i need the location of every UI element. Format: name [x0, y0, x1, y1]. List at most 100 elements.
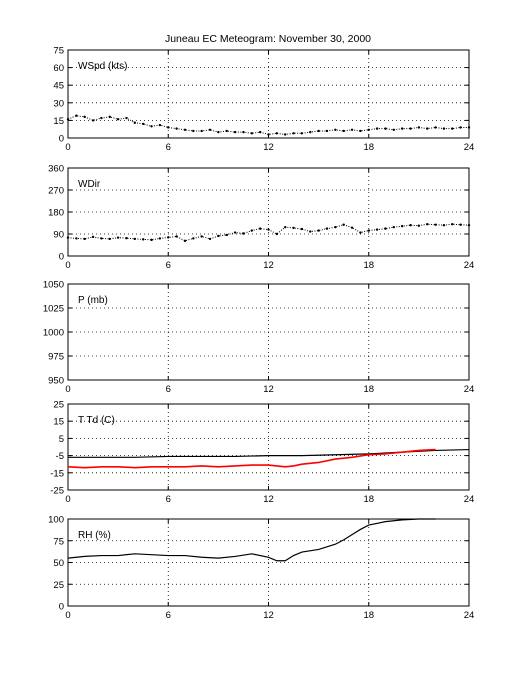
data-point: [434, 126, 437, 129]
y-tick-label: 25: [53, 400, 64, 411]
data-point: [300, 132, 304, 135]
data-point: [167, 236, 170, 239]
data-point: [367, 128, 370, 131]
y-tick-label: 0: [59, 134, 64, 145]
data-point: [367, 229, 370, 232]
x-tick-label: 18: [363, 260, 374, 271]
series-trace: [67, 223, 470, 242]
y-tick-label: 45: [53, 81, 64, 92]
y-tick-label: 950: [48, 376, 64, 387]
data-point: [459, 223, 462, 226]
data-point: [359, 129, 362, 133]
data-point: [317, 129, 320, 133]
panel-label: P (mb): [78, 295, 108, 306]
data-point: [317, 229, 320, 232]
panel-label: T Td (C): [78, 415, 115, 426]
x-tick-label: 18: [363, 142, 374, 153]
data-point: [183, 128, 187, 131]
y-tick-label: 60: [53, 63, 64, 74]
x-tick-label: 24: [464, 260, 475, 271]
panel-label: WSpd (kts): [78, 61, 127, 72]
x-tick-label: 6: [166, 610, 171, 621]
series-trace: [67, 115, 469, 135]
x-tick-label: 6: [166, 384, 171, 395]
x-tick-label: 12: [263, 260, 274, 271]
data-point: [275, 132, 279, 135]
data-point: [225, 129, 228, 133]
data-point: [250, 132, 253, 135]
x-tick-label: 12: [263, 384, 274, 395]
data-point: [392, 225, 396, 229]
y-tick-label: 100: [48, 515, 64, 526]
chart-title: Juneau EC Meteogram: November 30, 2000: [165, 33, 371, 45]
data-point: [150, 238, 153, 242]
data-point: [125, 236, 128, 240]
x-tick-label: 6: [166, 260, 171, 271]
y-tick-label: -5: [56, 451, 64, 462]
data-point: [392, 128, 396, 131]
y-tick-label: 975: [48, 352, 64, 363]
x-tick-label: 0: [65, 260, 70, 271]
data-point: [426, 127, 429, 130]
data-point: [409, 127, 412, 130]
data-point: [451, 223, 454, 226]
panel-3: 0 6 12 18 24 950 975 1000 1025 1050 P (mb): [43, 280, 474, 396]
y-tick-label: 1025: [43, 304, 64, 315]
series-line: [67, 448, 436, 469]
y-tick-label: 0: [59, 602, 64, 613]
data-point: [451, 127, 454, 130]
data-point: [208, 128, 212, 131]
data-point: [150, 125, 153, 128]
data-point: [192, 129, 195, 133]
y-tick-label: 75: [53, 536, 64, 547]
panel-label: RH (%): [78, 530, 111, 541]
x-tick-label: 18: [363, 610, 374, 621]
data-point: [342, 129, 345, 133]
panel-1: 0 6 12 18 24 0 15 30 45 60 75 WSpd (kts): [53, 46, 474, 154]
x-tick-label: 0: [65, 610, 70, 621]
x-tick-label: 24: [464, 610, 475, 621]
data-point: [233, 130, 237, 134]
y-tick-label: 25: [53, 580, 64, 591]
y-tick-label: 30: [53, 98, 64, 109]
data-point: [384, 227, 387, 230]
data-point: [409, 224, 412, 227]
x-tick-label: 12: [263, 142, 274, 153]
y-tick-label: 90: [53, 230, 64, 241]
y-tick-label: 75: [53, 46, 64, 57]
x-tick-label: 24: [464, 384, 475, 395]
data-point: [133, 237, 137, 241]
x-tick-label: 6: [166, 142, 171, 153]
y-tick-label: -25: [50, 486, 64, 497]
x-tick-label: 0: [65, 142, 70, 153]
x-tick-label: 12: [263, 494, 274, 505]
x-tick-label: 6: [166, 494, 171, 505]
panel-5: 0 6 12 18 24 0 25 50 75 100 RH (%): [48, 515, 474, 622]
x-tick-label: 0: [65, 494, 70, 505]
x-tick-label: 0: [65, 384, 70, 395]
data-point: [434, 223, 437, 226]
data-point: [384, 127, 387, 130]
data-point: [292, 226, 295, 230]
y-tick-label: 15: [53, 116, 64, 127]
x-tick-label: 18: [363, 384, 374, 395]
data-point: [459, 126, 462, 129]
y-tick-label: -15: [50, 468, 64, 479]
y-tick-label: 50: [53, 558, 64, 569]
data-point: [167, 126, 170, 129]
x-tick-label: 12: [263, 610, 274, 621]
data-point: [141, 122, 145, 126]
y-tick-label: 15: [53, 417, 64, 428]
x-tick-label: 24: [464, 142, 475, 153]
series-line: [67, 518, 436, 562]
x-tick-label: 18: [363, 494, 374, 505]
panel-label: WDir: [78, 179, 101, 190]
y-tick-label: 270: [48, 186, 64, 197]
y-tick-label: 1000: [43, 328, 64, 339]
data-point: [108, 115, 111, 119]
x-tick-label: 24: [464, 494, 475, 505]
y-tick-label: 0: [59, 252, 64, 263]
y-tick-label: 5: [59, 434, 64, 445]
